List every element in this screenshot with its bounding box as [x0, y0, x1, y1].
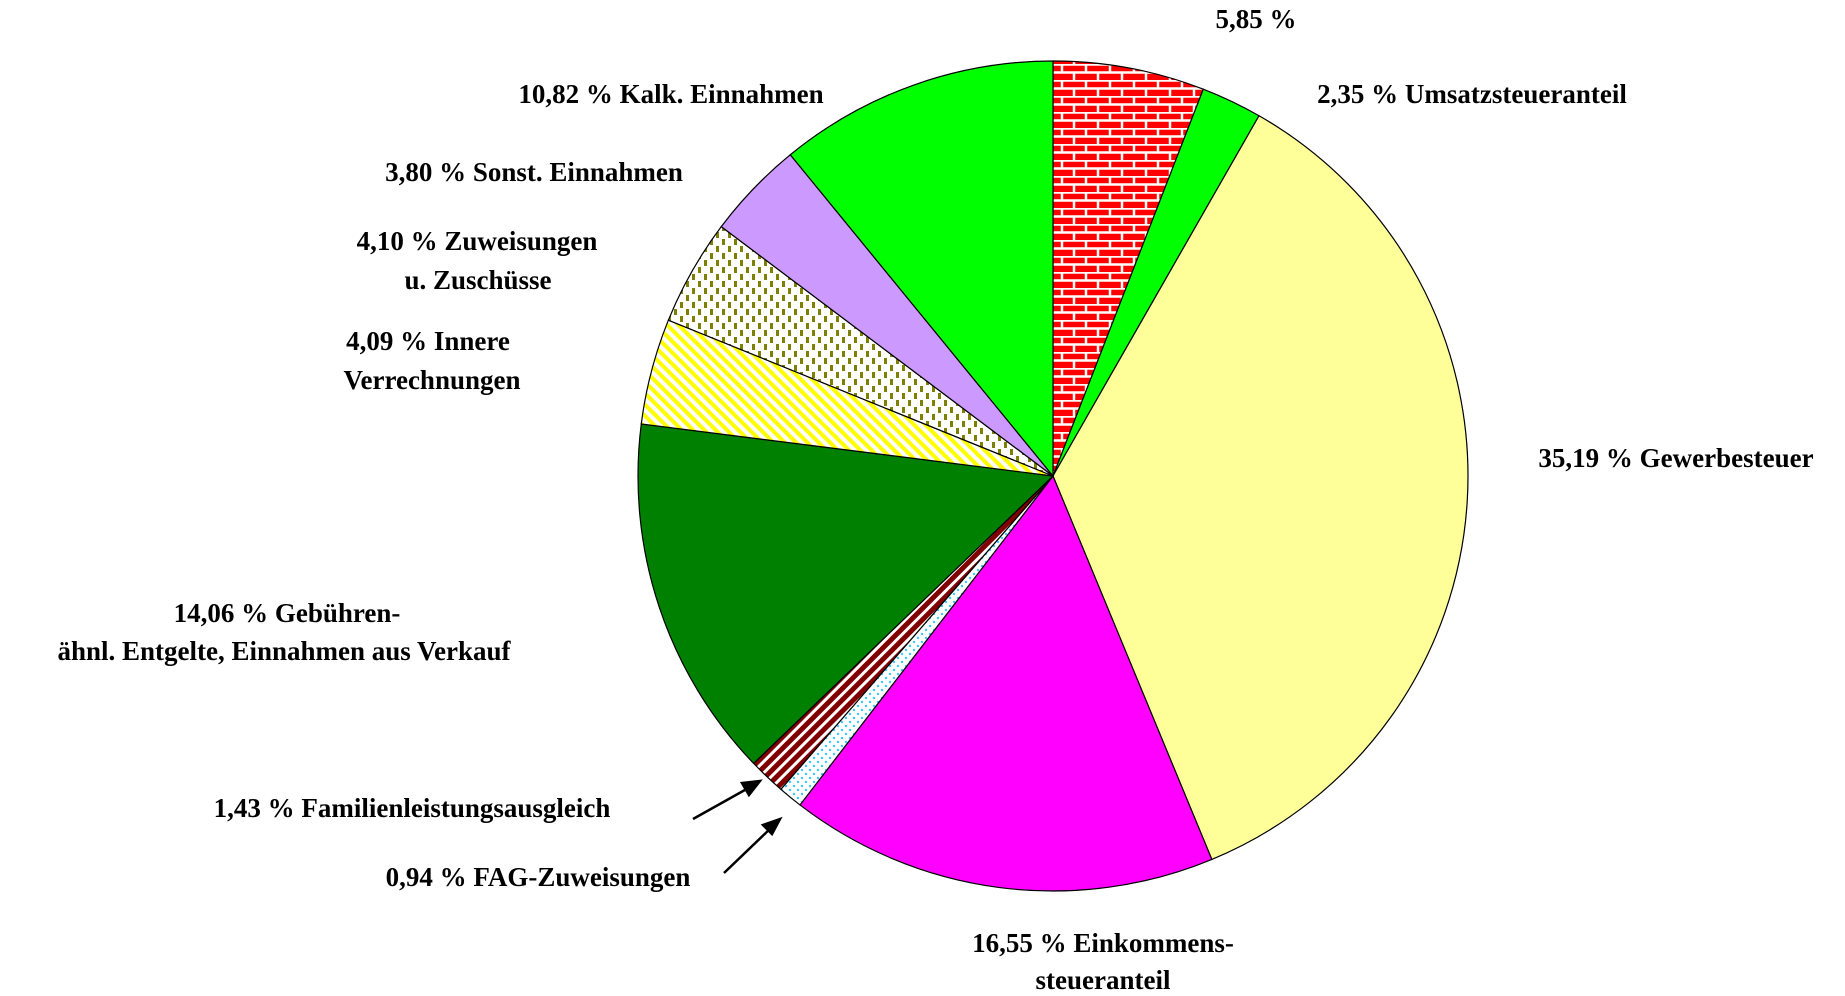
- slice-label: 2,35 % Umsatzsteueranteil: [1317, 79, 1627, 109]
- pie-slice: [799, 474, 1213, 892]
- pie-slice: [789, 60, 1054, 478]
- arrow: [692, 784, 753, 821]
- slice-label: 4,10 % Zuweisungen: [357, 226, 598, 256]
- arrow-head: [760, 816, 783, 837]
- pie-slice: [1052, 60, 1205, 477]
- slice-label: 14,06 % Gebühren-: [174, 598, 401, 628]
- slice-label: 10,82 % Kalk. Einnahmen: [518, 79, 823, 109]
- slice-label: steueranteil: [1036, 965, 1171, 995]
- slice-label: Verrechnungen: [343, 365, 520, 395]
- slice-label: u. Zuschüsse: [404, 265, 551, 295]
- slice-label: 35,19 % Gewerbesteuer: [1538, 443, 1813, 473]
- arrow-head: [739, 779, 763, 798]
- slice-label: 3,80 % Sonst. Einnahmen: [385, 157, 683, 187]
- slice-label: 4,09 % Innere: [346, 326, 510, 356]
- slice-label: 0,94 % FAG-Zuweisungen: [386, 862, 691, 892]
- arrow: [723, 825, 774, 874]
- pie-slice: [637, 423, 1055, 765]
- arrows: [692, 779, 783, 874]
- pie-slice: [1052, 114, 1469, 861]
- slice-label: 16,55 % Einkommens-: [972, 928, 1234, 958]
- slice-label: 5,85 %: [1216, 4, 1297, 34]
- slice-label: 1,43 % Familienleistungsausgleich: [214, 793, 611, 823]
- slice-label: ähnl. Entgelte, Einnahmen aus Verkauf: [57, 636, 511, 666]
